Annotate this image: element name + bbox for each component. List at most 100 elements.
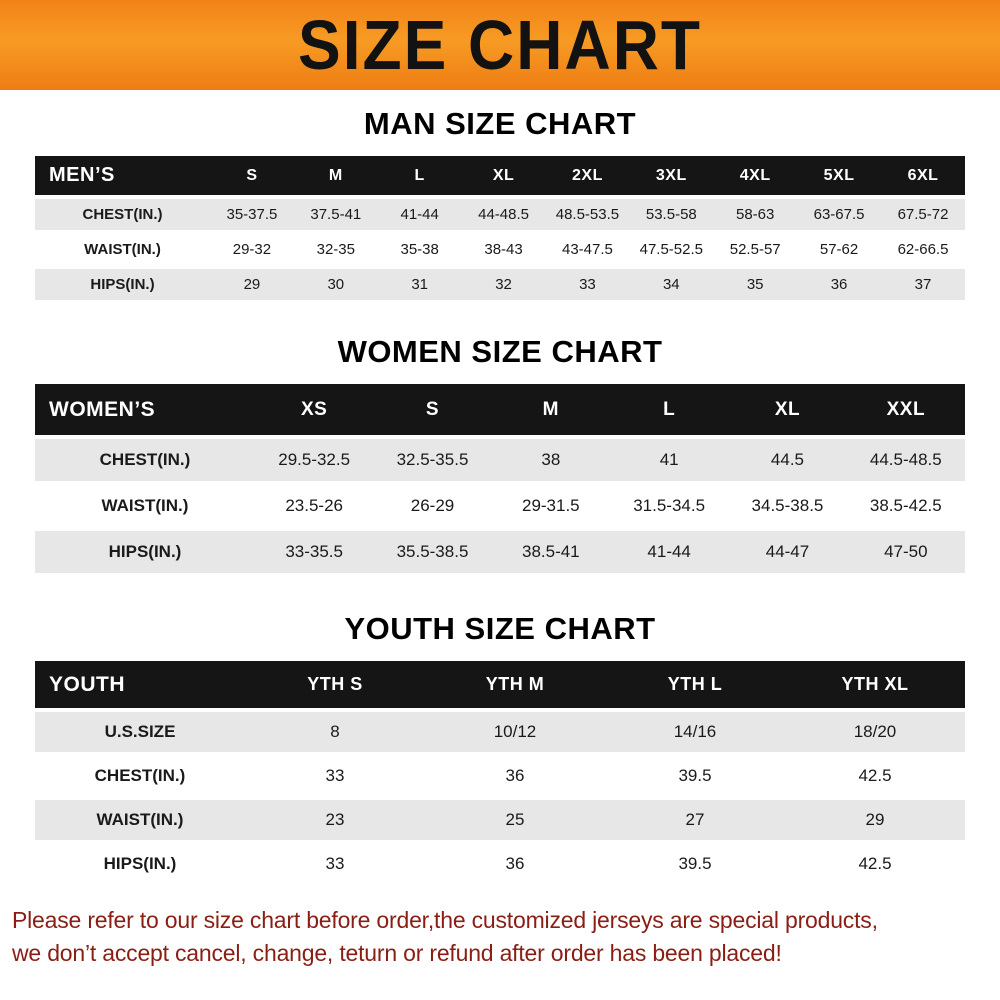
- column-header: XL: [728, 384, 847, 435]
- size-value: 43-47.5: [545, 234, 630, 265]
- row-label: HIPS(IN.): [35, 844, 245, 884]
- section-men: MAN SIZE CHART MEN’S S M L XL 2XL 3XL 4XL 5XL 6XL…: [0, 106, 1000, 304]
- column-header: 2XL: [545, 156, 630, 195]
- column-header: YTH L: [605, 661, 785, 708]
- size-value: 23.5-26: [255, 485, 374, 527]
- size-table: WOMEN’S XS S M L XL XXL CHEST(IN.) 29.5-32.5 32.5…: [35, 380, 965, 577]
- size-value: 48.5-53.5: [545, 199, 630, 230]
- size-value: 33-35.5: [255, 531, 374, 573]
- size-value: 33: [245, 844, 425, 884]
- table-row: HIPS(IN.) 33 36 39.5 42.5: [35, 844, 965, 884]
- size-value: 37.5-41: [293, 199, 378, 230]
- men-section-heading: MAN SIZE CHART: [363, 106, 637, 141]
- size-value: 44-47: [728, 531, 847, 573]
- size-value: 26-29: [373, 485, 492, 527]
- footer-line-2: we don’t accept cancel, change, teturn o…: [12, 939, 782, 966]
- size-table: YOUTH YTH S YTH M YTH L YTH XL U.S.SIZE 8 10/12…: [35, 657, 965, 888]
- size-value: 35-37.5: [210, 199, 294, 230]
- table-row: HIPS(IN.) 33-35.5 35.5-38.5 38.5-41 41-44 44-…: [35, 531, 965, 573]
- table-row: WAIST(IN.) 23.5-26 26-29 29-31.5 31.5-34.5 34…: [35, 485, 965, 527]
- row-label: CHEST(IN.): [35, 756, 245, 796]
- size-value: 32-35: [293, 234, 378, 265]
- size-value: 31.5-34.5: [609, 485, 729, 527]
- size-value: 36: [797, 269, 881, 300]
- size-value: 34: [629, 269, 714, 300]
- size-value: 33: [545, 269, 630, 300]
- size-value: 58-63: [713, 199, 798, 230]
- size-value: 37: [881, 269, 965, 300]
- size-value: 47.5-52.5: [629, 234, 714, 265]
- table-header-row: YOUTH YTH S YTH M YTH L YTH XL: [35, 661, 965, 708]
- size-value: 39.5: [605, 756, 785, 796]
- table-row: CHEST(IN.) 35-37.5 37.5-41 41-44 44-48.5 48.5…: [35, 199, 965, 230]
- footer-note: Please refer to our size chart before or…: [12, 904, 988, 969]
- column-header: M: [491, 384, 610, 435]
- size-value: 63-67.5: [797, 199, 881, 230]
- table-row: WAIST(IN.) 23 25 27 29: [35, 800, 965, 840]
- size-value: 33: [245, 756, 425, 796]
- women-section-heading: WOMEN SIZE CHART: [337, 334, 663, 369]
- size-value: 27: [605, 800, 785, 840]
- page-title: SIZE CHART: [298, 6, 702, 84]
- column-header: L: [377, 156, 462, 195]
- size-value: 42.5: [785, 756, 965, 796]
- section-youth: YOUTH SIZE CHART YOUTH YTH S YTH M YTH L YTH…: [0, 611, 1000, 888]
- column-header: XS: [255, 384, 374, 435]
- size-value: 35.5-38.5: [373, 531, 492, 573]
- size-value: 29-32: [210, 234, 294, 265]
- row-label: WAIST(IN.): [35, 800, 245, 840]
- size-value: 57-62: [797, 234, 881, 265]
- size-value: 29.5-32.5: [255, 439, 374, 481]
- column-header: M: [293, 156, 378, 195]
- column-header: YTH S: [245, 661, 425, 708]
- size-value: 23: [245, 800, 425, 840]
- size-value: 18/20: [785, 712, 965, 752]
- size-value: 67.5-72: [881, 199, 965, 230]
- row-label: CHEST(IN.): [35, 439, 255, 481]
- size-value: 36: [425, 756, 605, 796]
- size-value: 47-50: [846, 531, 965, 573]
- size-value: 41-44: [377, 199, 462, 230]
- column-header: 3XL: [629, 156, 714, 195]
- size-value: 32: [461, 269, 546, 300]
- table-title-cell: MEN’S: [35, 156, 210, 195]
- size-value: 44.5-48.5: [846, 439, 965, 481]
- women-size-table: WOMEN’S XS S M L XL XXL CHEST(IN.) 29.5-32.5 32.5…: [35, 380, 965, 577]
- size-value: 35: [713, 269, 798, 300]
- size-value: 30: [293, 269, 378, 300]
- column-header: S: [210, 156, 294, 195]
- table-header-row: WOMEN’S XS S M L XL XXL: [35, 384, 965, 435]
- table-title-cell: YOUTH: [35, 661, 245, 708]
- size-value: 32.5-35.5: [373, 439, 492, 481]
- size-value: 14/16: [605, 712, 785, 752]
- size-value: 42.5: [785, 844, 965, 884]
- size-value: 53.5-58: [629, 199, 714, 230]
- size-value: 25: [425, 800, 605, 840]
- column-header: 6XL: [881, 156, 965, 195]
- table-header-row: MEN’S S M L XL 2XL 3XL 4XL 5XL 6XL: [35, 156, 965, 195]
- size-value: 36: [425, 844, 605, 884]
- size-value: 44.5: [728, 439, 847, 481]
- table-row: CHEST(IN.) 33 36 39.5 42.5: [35, 756, 965, 796]
- size-value: 29: [210, 269, 294, 300]
- row-label: WAIST(IN.): [35, 234, 210, 265]
- section-women: WOMEN SIZE CHART WOMEN’S XS S M L XL XXL CHEST(…: [0, 334, 1000, 577]
- table-row: CHEST(IN.) 29.5-32.5 32.5-35.5 38 41 44.5 44.5…: [35, 439, 965, 481]
- footer-line-1: Please refer to our size chart before or…: [12, 907, 878, 933]
- size-value: 39.5: [605, 844, 785, 884]
- size-table: MEN’S S M L XL 2XL 3XL 4XL 5XL 6XL CHEST(IN.) 35-37…: [35, 152, 965, 304]
- youth-size-table: YOUTH YTH S YTH M YTH L YTH XL U.S.SIZE 8 10/12…: [35, 657, 965, 888]
- size-value: 44-48.5: [461, 199, 546, 230]
- row-label: HIPS(IN.): [35, 269, 210, 300]
- column-header: S: [373, 384, 492, 435]
- size-value: 34.5-38.5: [728, 485, 847, 527]
- size-value: 38.5-41: [491, 531, 610, 573]
- column-header: XL: [461, 156, 546, 195]
- size-value: 31: [377, 269, 462, 300]
- size-value: 10/12: [425, 712, 605, 752]
- youth-section-heading: YOUTH SIZE CHART: [344, 611, 656, 646]
- size-value: 38: [491, 439, 610, 481]
- column-header: YTH XL: [785, 661, 965, 708]
- size-value: 29: [785, 800, 965, 840]
